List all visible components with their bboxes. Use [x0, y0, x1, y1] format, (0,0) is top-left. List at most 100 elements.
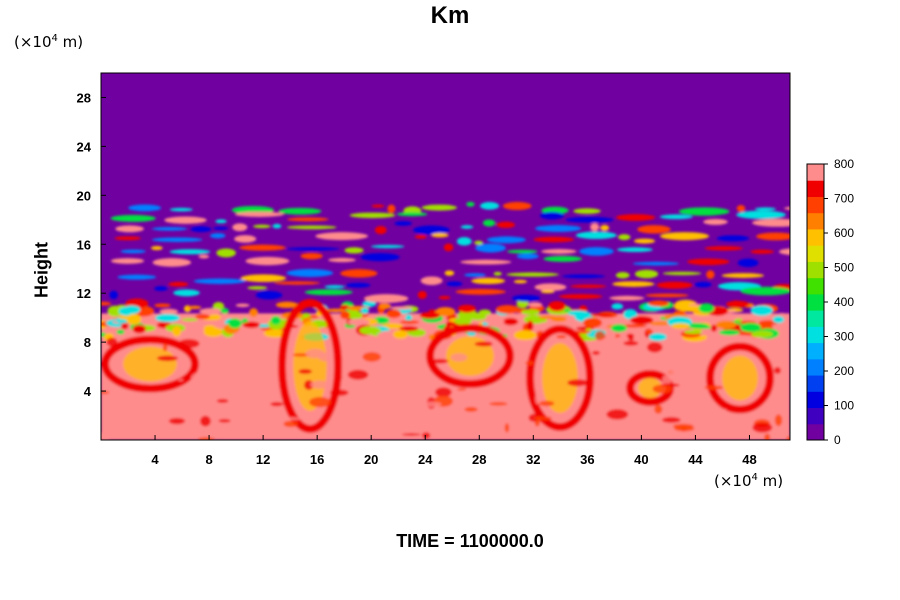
lower-layer-eddy: [715, 320, 737, 330]
turbulence-streak: [190, 226, 212, 233]
lower-layer-speck: [592, 350, 600, 355]
lower-layer-eddy: [275, 301, 299, 309]
lower-layer-eddy: [399, 326, 419, 332]
y-axis-unit: (×104 m): [14, 33, 84, 51]
lower-layer-speck: [402, 433, 421, 436]
x-tick-label: 20: [364, 452, 378, 467]
turbulence-streak: [152, 258, 192, 267]
turbulence-streak: [460, 259, 512, 265]
lower-layer-eddy: [340, 311, 351, 320]
lower-layer-eddy: [583, 317, 603, 328]
lower-layer-speck: [525, 360, 535, 366]
turbulence-streak: [716, 235, 750, 242]
turbulence-streak: [110, 214, 156, 222]
colorbar-swatch: [807, 293, 824, 311]
colorbar-swatch: [807, 407, 824, 425]
lower-layer-eddy: [567, 310, 588, 316]
turbulence-streak: [678, 207, 730, 216]
turbulence-streak: [502, 201, 532, 211]
turbulence-streak: [474, 240, 484, 245]
lower-layer-speck: [535, 393, 541, 405]
plume-outline: [526, 325, 594, 431]
lower-layer-speck: [270, 402, 284, 407]
x-tick-label: 16: [310, 452, 324, 467]
lower-layer-speck: [704, 385, 724, 390]
turbulence-streak: [615, 272, 630, 279]
colorbar-tick-label: 0: [834, 433, 841, 447]
lower-layer-eddy: [373, 316, 390, 325]
turbulence-streak: [363, 294, 409, 303]
colorbar-swatch: [807, 212, 824, 230]
lower-layer-eddy: [270, 315, 281, 325]
lower-layer-speck: [362, 352, 381, 362]
lower-layer-eddy: [751, 330, 773, 338]
turbulence-streak: [253, 224, 271, 229]
turbulence-streak: [169, 207, 193, 212]
lower-layer-eddy: [242, 321, 261, 329]
lower-layer-speck: [335, 375, 343, 380]
turbulence-streak: [634, 269, 659, 279]
lower-layer-speck: [256, 356, 268, 366]
turbulence-streak: [570, 284, 607, 289]
lower-layer-eddy: [548, 300, 566, 312]
lower-layer-speck: [594, 330, 605, 341]
lower-layer-eddy: [155, 313, 180, 323]
lower-layer-eddy: [626, 333, 635, 339]
lower-layer-speck: [435, 387, 452, 398]
lower-layer-eddy: [121, 322, 129, 330]
lower-layer-eddy: [495, 305, 520, 314]
lower-layer-speck: [681, 426, 687, 432]
turbulence-streak: [164, 216, 207, 224]
colorbar-tick-label: 500: [834, 261, 854, 275]
turbulence-streak: [754, 207, 776, 211]
colorbar-swatch: [807, 310, 824, 327]
lower-layer-eddy: [726, 300, 750, 308]
lower-layer-eddy: [484, 319, 505, 324]
lower-layer-eddy: [740, 322, 762, 333]
lower-layer-eddy: [435, 307, 456, 317]
turbulence-streak: [255, 290, 283, 300]
x-tick-label: 8: [205, 452, 212, 467]
turbulence-streak: [417, 291, 427, 299]
turbulence-streak: [656, 281, 693, 289]
turbulence-streak: [561, 274, 606, 279]
plume-core: [638, 378, 662, 398]
lower-layer-speck: [724, 348, 735, 351]
turbulence-streak: [513, 279, 528, 284]
turbulence-streak: [471, 277, 506, 285]
lower-layer-eddy: [478, 309, 492, 316]
turbulence-streak: [420, 276, 443, 286]
lower-layer-eddy: [119, 316, 138, 320]
turbulence-streak: [239, 244, 286, 251]
turbulence-streak: [371, 204, 385, 208]
lower-layer-eddy: [181, 318, 198, 322]
lower-layer-speck: [692, 352, 700, 365]
lower-layer-speck: [292, 353, 310, 357]
turbulence-streak: [274, 281, 321, 285]
x-axis-unit: (×104 m): [714, 472, 784, 490]
turbulence-streak: [340, 269, 378, 278]
lower-layer-eddy: [203, 324, 216, 333]
turbulence-streak: [278, 207, 322, 215]
lower-layer-eddy: [610, 324, 628, 333]
lower-layer-speck: [157, 355, 178, 362]
turbulence-streak: [662, 271, 702, 276]
lower-layer-speck: [662, 417, 681, 423]
x-tick-label: 48: [742, 452, 756, 467]
turbulence-streak: [456, 237, 472, 246]
lower-layer-eddy: [212, 302, 225, 311]
x-tick-label: 32: [526, 452, 540, 467]
turbulence-streak: [210, 233, 226, 239]
x-tick-label: 28: [472, 452, 486, 467]
turbulence-streak: [784, 206, 790, 210]
lower-layer-eddy: [629, 315, 654, 325]
turbulence-streak: [496, 221, 516, 228]
colorbar-swatch: [807, 342, 824, 360]
turbulence-streak: [234, 211, 284, 217]
lower-layer-eddy: [386, 309, 402, 319]
turbulence-streak: [115, 225, 144, 233]
turbulence-streak: [506, 272, 559, 277]
turbulence-streak: [480, 201, 500, 210]
lower-layer-eddy: [419, 311, 441, 319]
lower-layer-eddy: [359, 326, 382, 335]
